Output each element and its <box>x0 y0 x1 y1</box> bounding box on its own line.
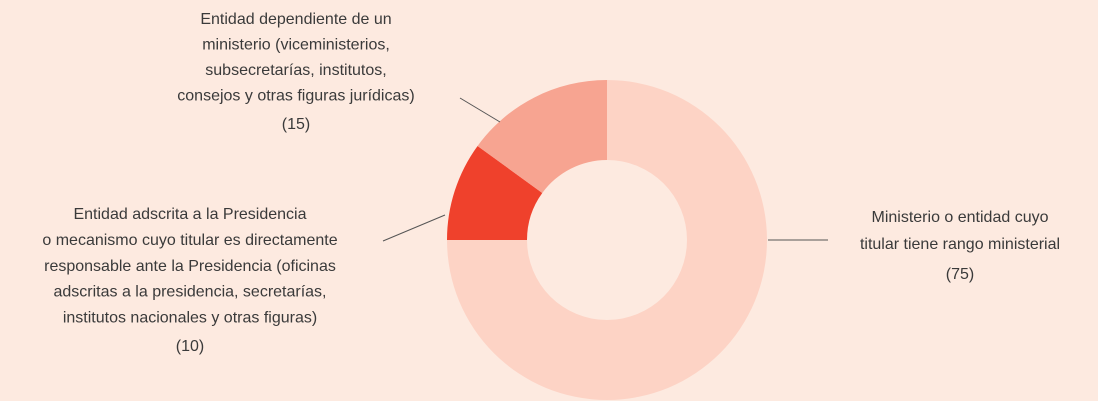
donut-slice <box>447 80 767 400</box>
slice-label: titular tiene rango ministerial <box>860 236 1060 253</box>
slice-label: responsable ante la Presidencia (oficina… <box>44 258 336 275</box>
value-label: (75) <box>946 266 974 283</box>
slice-label: subsecretarías, institutos, <box>205 62 386 79</box>
donut-slice <box>447 145 543 240</box>
value-label: (10) <box>176 338 204 355</box>
slice-label: consejos y otras figuras jurídicas) <box>177 88 414 105</box>
slice-label: o mecanismo cuyo titular es directamente <box>42 232 337 249</box>
leader-line <box>382 214 446 242</box>
donut-slice <box>477 80 607 193</box>
slice-label: Entidad dependiente de un <box>200 11 391 28</box>
slice-label: ministerio (viceministerios, <box>202 37 390 54</box>
slice-label: Ministerio o entidad cuyo <box>872 209 1049 226</box>
leader-line <box>459 97 501 123</box>
slice-label: institutos nacionales y otras figuras) <box>63 309 317 326</box>
value-label: (15) <box>282 116 310 133</box>
slice-label: adscritas a la presidencia, secretarías, <box>53 284 326 301</box>
slice-label: Entidad adscrita a la Presidencia <box>73 206 306 223</box>
